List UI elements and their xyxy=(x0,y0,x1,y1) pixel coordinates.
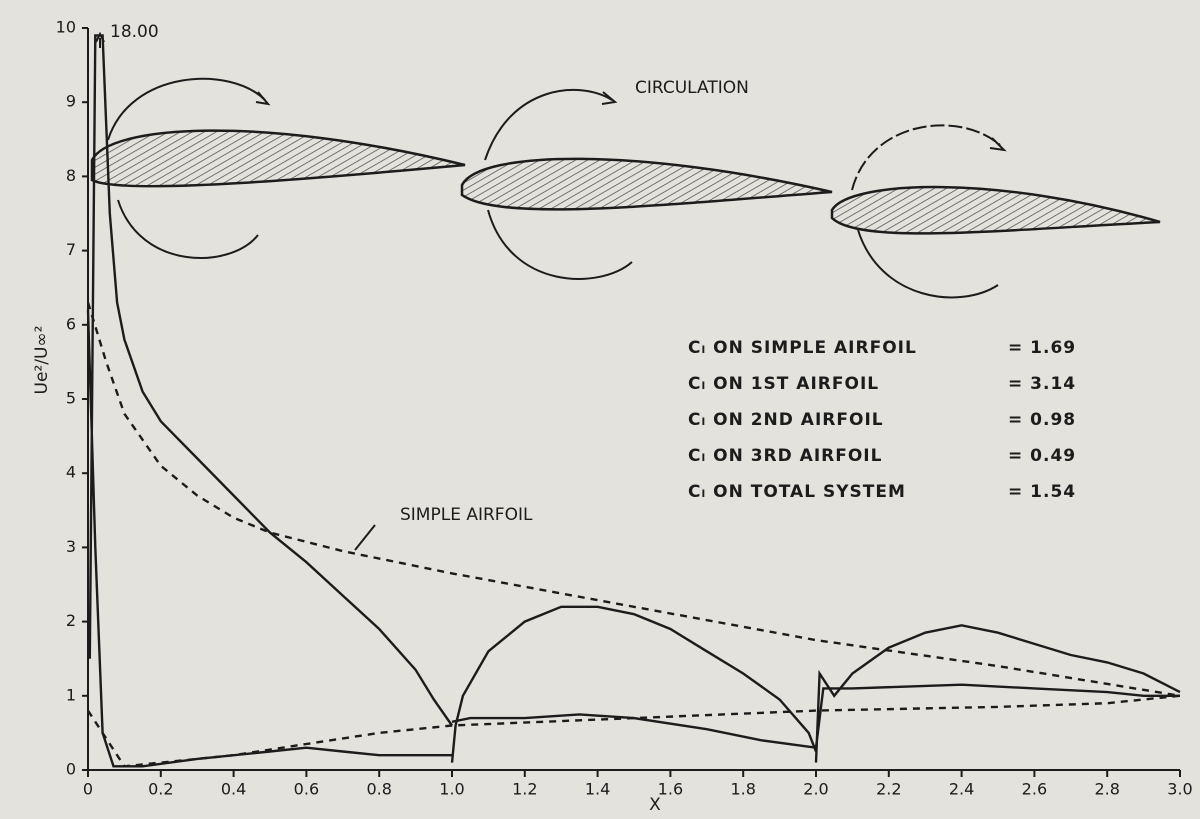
arrow-arc xyxy=(117,199,259,259)
y-tick-label: 8 xyxy=(66,166,76,185)
x-tick-label: 2.0 xyxy=(803,780,828,799)
circulation-label: CIRCULATION xyxy=(635,78,749,98)
arrow-head xyxy=(255,91,271,106)
coef-value: = 1.69 xyxy=(1008,338,1076,358)
x-tick-label: 2.8 xyxy=(1094,780,1119,799)
coef-label: Cₗ ON TOTAL SYSTEM xyxy=(688,482,906,502)
arrow-head xyxy=(601,91,618,105)
y-tick-label: 3 xyxy=(66,537,76,556)
coef-label: Cₗ ON SIMPLE AIRFOIL xyxy=(688,338,917,358)
x-tick-label: 2.6 xyxy=(1022,780,1047,799)
y-tick-label: 7 xyxy=(66,240,76,259)
x-tick-label: 0.4 xyxy=(221,780,246,799)
arrow-arc xyxy=(487,209,633,280)
x-tick-label: 0.2 xyxy=(148,780,173,799)
airfoil-2 xyxy=(460,157,833,211)
arrow-arc xyxy=(107,77,266,141)
y-tick-label: 4 xyxy=(66,463,76,482)
arrow-arc xyxy=(851,124,1001,191)
y-tick-label: 5 xyxy=(66,389,76,408)
airfoil-1 xyxy=(90,129,466,188)
coefficient-table: Cₗ ON SIMPLE AIRFOIL = 1.69 Cₗ ON 1ST AIRF… xyxy=(688,338,1076,502)
coef-label: Cₗ ON 3RD AIRFOIL xyxy=(688,446,882,466)
x-tick-label: 2.2 xyxy=(876,780,901,799)
coef-label: Cₗ ON 2ND AIRFOIL xyxy=(688,410,884,430)
coef-value: = 0.98 xyxy=(1008,410,1076,430)
x-tick-label: 2.4 xyxy=(949,780,974,799)
x-tick-label: 3.0 xyxy=(1167,780,1192,799)
coef-value: = 3.14 xyxy=(1008,374,1076,394)
y-axis-label: Ue²/U∞² xyxy=(32,326,52,395)
coef-label: Cₗ ON 1ST AIRFOIL xyxy=(688,374,879,394)
x-tick-label: 0.8 xyxy=(366,780,391,799)
x-tick-label: 0 xyxy=(83,780,93,799)
x-axis-label: X xyxy=(649,795,661,815)
x-tick-label: 0.6 xyxy=(294,780,319,799)
y-tick-label: 6 xyxy=(66,314,76,333)
airfoil-3 xyxy=(830,185,1161,235)
x-tick-label: 1.8 xyxy=(730,780,755,799)
arrow-head xyxy=(989,137,1007,152)
x-tick-label: 1.0 xyxy=(439,780,464,799)
circulation-arrows xyxy=(95,31,1007,551)
y-tick-label: 1 xyxy=(66,685,76,704)
airfoil-sketches xyxy=(90,129,1161,235)
arrow-arc xyxy=(857,229,999,299)
leader-line xyxy=(354,524,376,551)
y-tick-label: 2 xyxy=(66,611,76,630)
x-tick-label: 1.2 xyxy=(512,780,537,799)
y-tick-label: 9 xyxy=(66,92,76,111)
y-tick-label: 0 xyxy=(66,760,76,779)
peak-label: 18.00 xyxy=(110,22,159,42)
arrow-arc xyxy=(484,89,613,161)
coef-value: = 1.54 xyxy=(1008,482,1076,502)
coef-value: = 0.49 xyxy=(1008,446,1076,466)
x-tick-label: 1.6 xyxy=(658,780,683,799)
x-tick-label: 1.4 xyxy=(585,780,610,799)
simple-airfoil-label: SIMPLE AIRFOIL xyxy=(400,505,533,525)
y-tick-label: 10 xyxy=(56,18,76,37)
dashed-line xyxy=(86,302,1181,768)
solid-line xyxy=(86,34,1181,768)
